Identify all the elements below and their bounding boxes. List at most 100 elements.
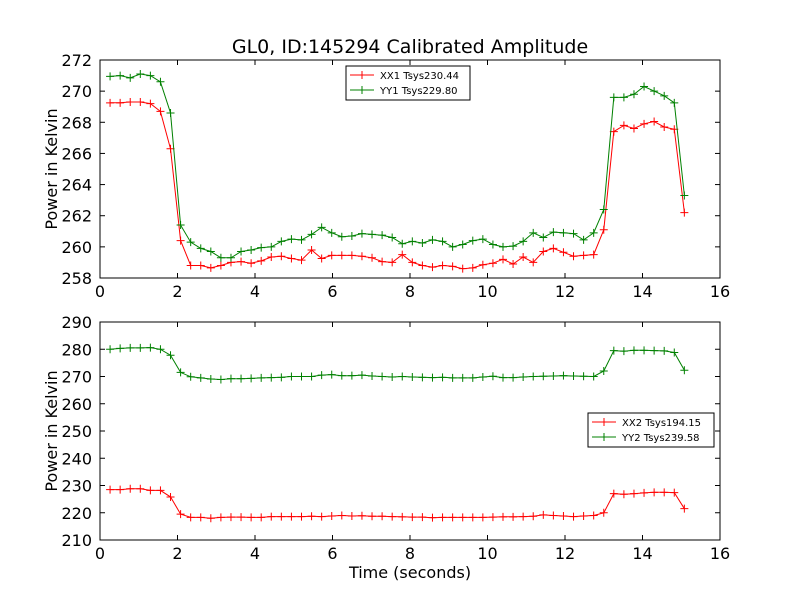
data-point-marker <box>307 372 316 381</box>
data-point-marker <box>408 237 417 246</box>
y-tick-label: 210 <box>61 531 92 550</box>
data-point-marker <box>619 93 628 102</box>
data-point-marker <box>146 99 155 108</box>
data-point-marker <box>680 504 689 513</box>
data-point-marker <box>277 237 286 246</box>
x-tick-label: 4 <box>250 544 260 563</box>
data-point-marker <box>478 513 487 522</box>
data-point-marker <box>267 373 276 382</box>
data-point-marker <box>509 259 518 268</box>
data-point-marker <box>640 346 649 355</box>
data-point-marker <box>388 233 397 242</box>
data-point-marker <box>458 240 467 249</box>
data-point-marker <box>640 119 649 128</box>
data-point-marker <box>559 228 568 237</box>
legend-box <box>345 65 471 101</box>
y-tick-label: 270 <box>61 368 92 387</box>
data-point-marker <box>388 373 397 382</box>
data-point-marker <box>347 231 356 240</box>
data-point-marker <box>347 371 356 380</box>
data-point-marker <box>126 98 135 107</box>
data-point-marker <box>257 256 266 265</box>
data-point-marker <box>398 239 407 248</box>
data-point-marker <box>287 235 296 244</box>
data-point-marker <box>317 254 326 263</box>
data-point-marker <box>539 372 548 381</box>
y-axis-label: Power in Kelvin <box>42 108 61 229</box>
x-tick-label: 8 <box>405 544 415 563</box>
data-point-marker <box>488 513 497 522</box>
data-point-marker <box>307 245 316 254</box>
data-point-marker <box>216 375 225 384</box>
data-point-marker <box>277 373 286 382</box>
data-point-marker <box>357 371 366 380</box>
data-point-marker <box>529 228 538 237</box>
x-tick-label: 10 <box>477 544 497 563</box>
data-point-marker <box>609 346 618 355</box>
data-point-marker <box>579 251 588 260</box>
data-point-marker <box>216 253 225 262</box>
data-point-marker <box>640 82 649 91</box>
data-point-marker <box>347 512 356 521</box>
series-line-xx1 <box>110 101 685 270</box>
data-point-marker <box>277 252 286 261</box>
data-point-marker <box>539 510 548 519</box>
data-point-marker <box>307 230 316 239</box>
data-point-marker <box>317 371 326 380</box>
data-point-marker <box>156 107 165 116</box>
y-tick-label: 230 <box>61 477 92 496</box>
x-tick-label: 14 <box>632 544 652 563</box>
data-point-marker <box>660 488 669 497</box>
data-point-marker <box>650 346 659 355</box>
y-axis-label: Power in Kelvin <box>42 370 61 491</box>
legend-marker <box>600 418 608 426</box>
data-point-marker <box>539 233 548 242</box>
data-point-marker <box>579 512 588 521</box>
data-point-marker <box>368 253 377 262</box>
data-point-marker <box>136 70 145 79</box>
data-point-marker <box>267 512 276 521</box>
data-point-marker <box>438 373 447 382</box>
series-line-yy2 <box>110 347 685 381</box>
data-point-marker <box>569 252 578 261</box>
data-point-marker <box>156 345 165 354</box>
data-point-marker <box>609 93 618 102</box>
data-point-marker <box>237 257 246 266</box>
x-axis-label: Time (seconds) <box>348 563 471 582</box>
data-point-marker <box>670 98 679 107</box>
data-point-marker <box>166 351 175 360</box>
data-point-marker <box>650 117 659 126</box>
y-tick-label: 270 <box>61 82 92 101</box>
data-point-marker <box>216 513 225 522</box>
data-point-marker <box>629 124 638 133</box>
data-point-marker <box>629 90 638 99</box>
data-point-marker <box>519 252 528 261</box>
data-point-marker <box>317 512 326 521</box>
data-point-marker <box>237 513 246 522</box>
data-point-marker <box>599 225 608 234</box>
data-point-marker <box>478 235 487 244</box>
data-point-marker <box>206 374 215 383</box>
data-point-marker <box>388 258 397 267</box>
data-point-marker <box>136 98 145 107</box>
data-point-marker <box>297 235 306 244</box>
data-point-marker <box>106 72 115 81</box>
data-point-marker <box>428 373 437 382</box>
data-point-marker <box>599 508 608 517</box>
data-point-marker <box>196 244 205 253</box>
data-point-marker <box>519 237 528 246</box>
data-point-marker <box>458 513 467 522</box>
legend-marker <box>358 86 366 94</box>
y-tick-label: 290 <box>61 313 92 332</box>
x-tick-label: 16 <box>710 544 730 563</box>
data-point-marker <box>206 514 215 523</box>
data-point-marker <box>660 346 669 355</box>
data-point-marker <box>327 228 336 237</box>
data-point-marker <box>226 253 235 262</box>
data-point-marker <box>468 263 477 272</box>
x-tick-label: 14 <box>632 282 652 301</box>
data-point-marker <box>549 228 558 237</box>
chart-title: GL0, ID:145294 Calibrated Amplitude <box>232 36 588 58</box>
data-point-marker <box>297 256 306 265</box>
legend-entry-label: YY2 Tsys239.58 <box>621 433 700 444</box>
